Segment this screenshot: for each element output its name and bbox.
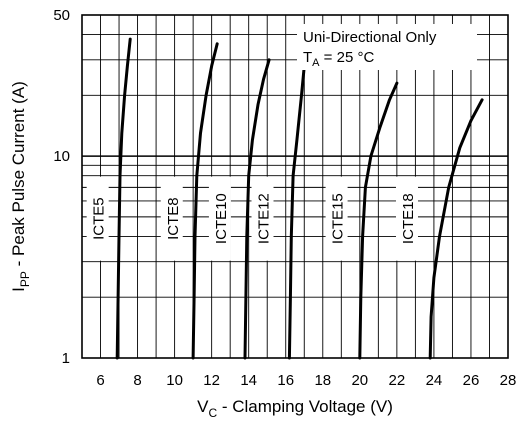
x-tick-label: 22 xyxy=(389,372,406,389)
series-label-bg xyxy=(325,176,348,261)
y-tick-label: 50 xyxy=(53,7,70,24)
x-tick-label: 6 xyxy=(96,372,104,389)
x-tick-label: 8 xyxy=(133,372,141,389)
annotation-temp-symbol: T xyxy=(303,49,312,66)
x-axis-title-rest: - Clamping Voltage (V) xyxy=(217,397,393,416)
series-label-bg xyxy=(86,176,109,261)
annotation-temp-value: = 25 °C xyxy=(320,49,375,66)
x-tick-label: 10 xyxy=(166,372,183,389)
series-label-icte12: ICTE12 xyxy=(256,193,273,244)
y-axis-symbol: I xyxy=(9,287,28,292)
x-tick-label: 24 xyxy=(426,372,443,389)
series-label-icte5: ICTE5 xyxy=(91,197,108,240)
x-tick-label: 16 xyxy=(277,372,294,389)
y-tick-label: 1 xyxy=(62,350,70,367)
x-tick-label: 28 xyxy=(500,372,517,389)
series-labels: ICTE5 ICTE8 ICTE10 ICTE12 ICTE15 ICTE18 xyxy=(91,193,417,244)
plot-frame xyxy=(81,14,509,359)
annotation-line-1: Uni-Directional Only xyxy=(303,29,437,46)
series-label-icte8: ICTE8 xyxy=(165,197,182,240)
series-label-backgrounds xyxy=(86,176,418,261)
series-label-bg xyxy=(160,176,183,261)
y-axis-subscript: PP xyxy=(18,271,32,287)
y-axis-title-rest: - Peak Pulse Current (A) xyxy=(9,81,28,271)
annotation-temp-subscript: A xyxy=(312,57,320,69)
series-line-icte18 xyxy=(428,98,484,360)
series-line-icte5 xyxy=(115,37,132,360)
series-line-icte15 xyxy=(358,81,399,360)
series-label-bg xyxy=(251,176,274,261)
x-tick-label: 18 xyxy=(314,372,331,389)
tick-labels: 6 8 10 12 14 16 18 20 22 24 26 28 1 10 50 xyxy=(53,7,516,389)
series-label-bg xyxy=(395,176,418,261)
series-label-icte15: ICTE15 xyxy=(330,193,347,244)
annotation-line-2: TA = 25 °C xyxy=(303,49,374,69)
series-label-icte10: ICTE10 xyxy=(213,193,230,244)
series-label-bg xyxy=(208,176,231,261)
x-axis-title: VC - Clamping Voltage (V) xyxy=(197,397,393,420)
series-lines xyxy=(115,37,484,360)
x-tick-label: 12 xyxy=(203,372,220,389)
series-line-icte8 xyxy=(191,42,219,360)
series-line-icte12 xyxy=(287,64,306,360)
x-tick-label: 20 xyxy=(351,372,368,389)
x-axis-subscript: C xyxy=(208,406,217,420)
series-label-icte18: ICTE18 xyxy=(400,193,417,244)
x-tick-label: 14 xyxy=(240,372,257,389)
series-line-icte10 xyxy=(243,58,271,360)
y-tick-label: 10 xyxy=(53,148,70,165)
y-axis-title: IPP - Peak Pulse Current (A) xyxy=(9,81,32,292)
annotation-box xyxy=(297,24,477,70)
x-axis-symbol: V xyxy=(197,397,209,416)
x-tick-label: 26 xyxy=(463,372,480,389)
